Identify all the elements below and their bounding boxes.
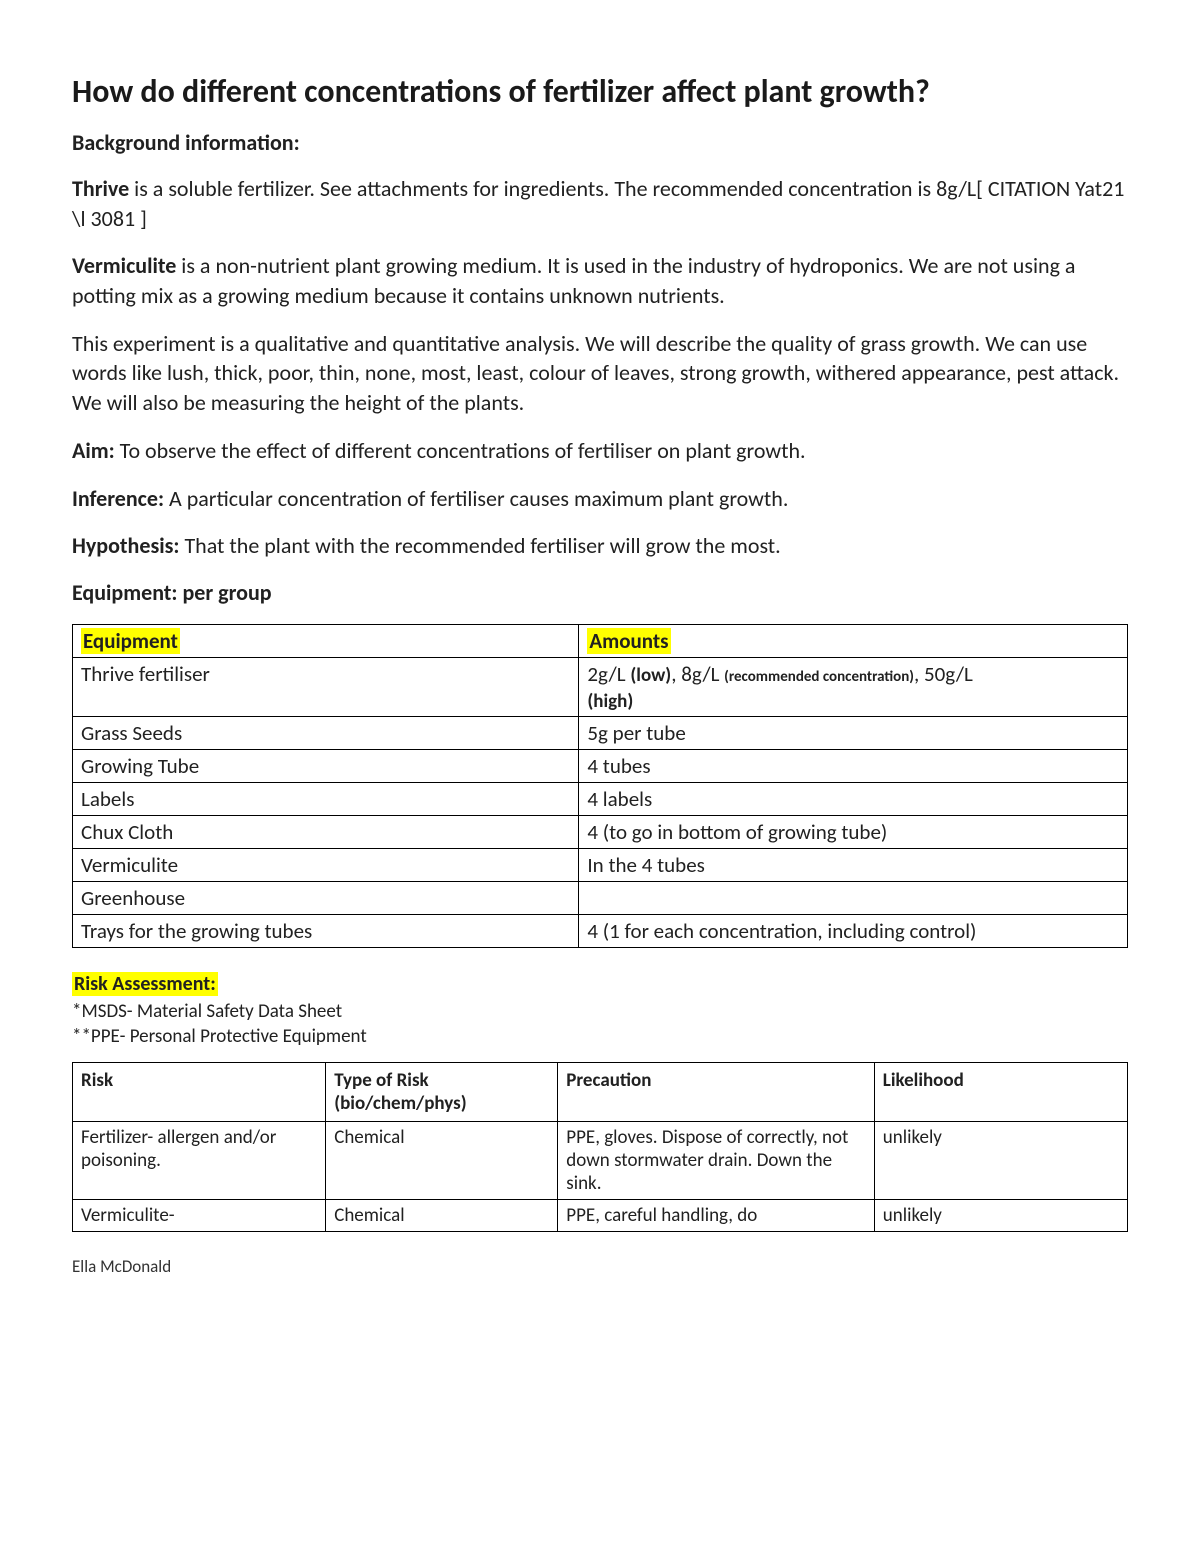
table-row: Chux Cloth 4 (to go in bottom of growing…: [73, 815, 1128, 848]
table-row: Trays for the growing tubes 4 (1 for eac…: [73, 914, 1128, 947]
paragraph-aim: Aim: To observe the effect of different …: [72, 436, 1128, 466]
background-heading: Background information:: [72, 129, 1128, 156]
risk-table: Risk Type of Risk(bio/chem/phys) Precaut…: [72, 1062, 1128, 1232]
thrive-text: is a soluble fertilizer. See attachments…: [72, 175, 1124, 232]
cell-equipment: Growing Tube: [73, 749, 579, 782]
cell-amount: 4 labels: [579, 782, 1128, 815]
table-header-row: Equipment Amounts: [73, 624, 1128, 657]
cell-amount: [579, 881, 1128, 914]
risk-note-msds: *MSDS- Material Safety Data Sheet: [72, 1000, 1128, 1023]
paragraph-vermiculite: Vermiculite is a non-nutrient plant grow…: [72, 251, 1128, 310]
cell-amount: 2g/L (low), 8g/L (recommended concentrat…: [579, 657, 1128, 716]
cell-equipment: Labels: [73, 782, 579, 815]
amounts-header: Amounts: [587, 628, 670, 654]
precaution-header: Precaution: [558, 1062, 875, 1121]
risk-note-ppe: **PPE- Personal Protective Equipment: [72, 1025, 1128, 1048]
cell-risk: Fertilizer- allergen and/or poisoning.: [73, 1121, 326, 1199]
cell-equipment: Greenhouse: [73, 881, 579, 914]
cell-type: Chemical: [326, 1121, 558, 1199]
table-row: Vermiculite- Chemical PPE, careful handl…: [73, 1199, 1128, 1231]
aim-text: To observe the effect of different conce…: [115, 437, 806, 464]
cell-precaution: PPE, gloves. Dispose of correctly, not d…: [558, 1121, 875, 1199]
paragraph-inference: Inference: A particular concentration of…: [72, 484, 1128, 514]
cell-amount: 4 (to go in bottom of growing tube): [579, 815, 1128, 848]
inference-label: Inference:: [72, 485, 164, 512]
cell-amount: 4 tubes: [579, 749, 1128, 782]
table-row: Grass Seeds 5g per tube: [73, 716, 1128, 749]
table-row: Labels 4 labels: [73, 782, 1128, 815]
hypothesis-text: That the plant with the recommended fert…: [179, 532, 780, 559]
thrive-label: Thrive: [72, 175, 129, 202]
table-row: Greenhouse: [73, 881, 1128, 914]
vermiculite-label: Vermiculite: [72, 252, 176, 279]
table-row: Vermiculite In the 4 tubes: [73, 848, 1128, 881]
cell-amount: 4 (1 for each concentration, including c…: [579, 914, 1128, 947]
aim-label: Aim:: [72, 437, 115, 464]
page-footer: Ella McDonald: [72, 1256, 1128, 1277]
table-row: Fertilizer- allergen and/or poisoning. C…: [73, 1121, 1128, 1199]
risk-header: Risk: [73, 1062, 326, 1121]
table-header-row: Risk Type of Risk(bio/chem/phys) Precaut…: [73, 1062, 1128, 1121]
risk-heading: Risk Assessment:: [72, 972, 1128, 996]
page-title: How do different concentrations of ferti…: [72, 72, 1128, 111]
equipment-header: Equipment: [81, 628, 180, 654]
type-header: Type of Risk(bio/chem/phys): [326, 1062, 558, 1121]
cell-equipment: Thrive fertiliser: [73, 657, 579, 716]
cell-equipment: Vermiculite: [73, 848, 579, 881]
paragraph-hypothesis: Hypothesis: That the plant with the reco…: [72, 531, 1128, 561]
cell-likelihood: unlikely: [874, 1121, 1127, 1199]
vermiculite-text: is a non-nutrient plant growing medium. …: [72, 252, 1075, 309]
equipment-table: Equipment Amounts Thrive fertiliser 2g/L…: [72, 624, 1128, 948]
equipment-heading: Equipment: per group: [72, 579, 1128, 606]
hypothesis-label: Hypothesis:: [72, 532, 179, 559]
inference-text: A particular concentration of fertiliser…: [164, 485, 788, 512]
cell-equipment: Trays for the growing tubes: [73, 914, 579, 947]
cell-precaution: PPE, careful handling, do: [558, 1199, 875, 1231]
cell-type: Chemical: [326, 1199, 558, 1231]
cell-equipment: Chux Cloth: [73, 815, 579, 848]
cell-amount: In the 4 tubes: [579, 848, 1128, 881]
paragraph-analysis: This experiment is a qualitative and qua…: [72, 329, 1128, 418]
cell-amount: 5g per tube: [579, 716, 1128, 749]
cell-equipment: Grass Seeds: [73, 716, 579, 749]
cell-likelihood: unlikely: [874, 1199, 1127, 1231]
likelihood-header: Likelihood: [874, 1062, 1127, 1121]
paragraph-thrive: Thrive is a soluble fertilizer. See atta…: [72, 174, 1128, 233]
cell-risk: Vermiculite-: [73, 1199, 326, 1231]
table-row: Growing Tube 4 tubes: [73, 749, 1128, 782]
table-row: Thrive fertiliser 2g/L (low), 8g/L (reco…: [73, 657, 1128, 716]
